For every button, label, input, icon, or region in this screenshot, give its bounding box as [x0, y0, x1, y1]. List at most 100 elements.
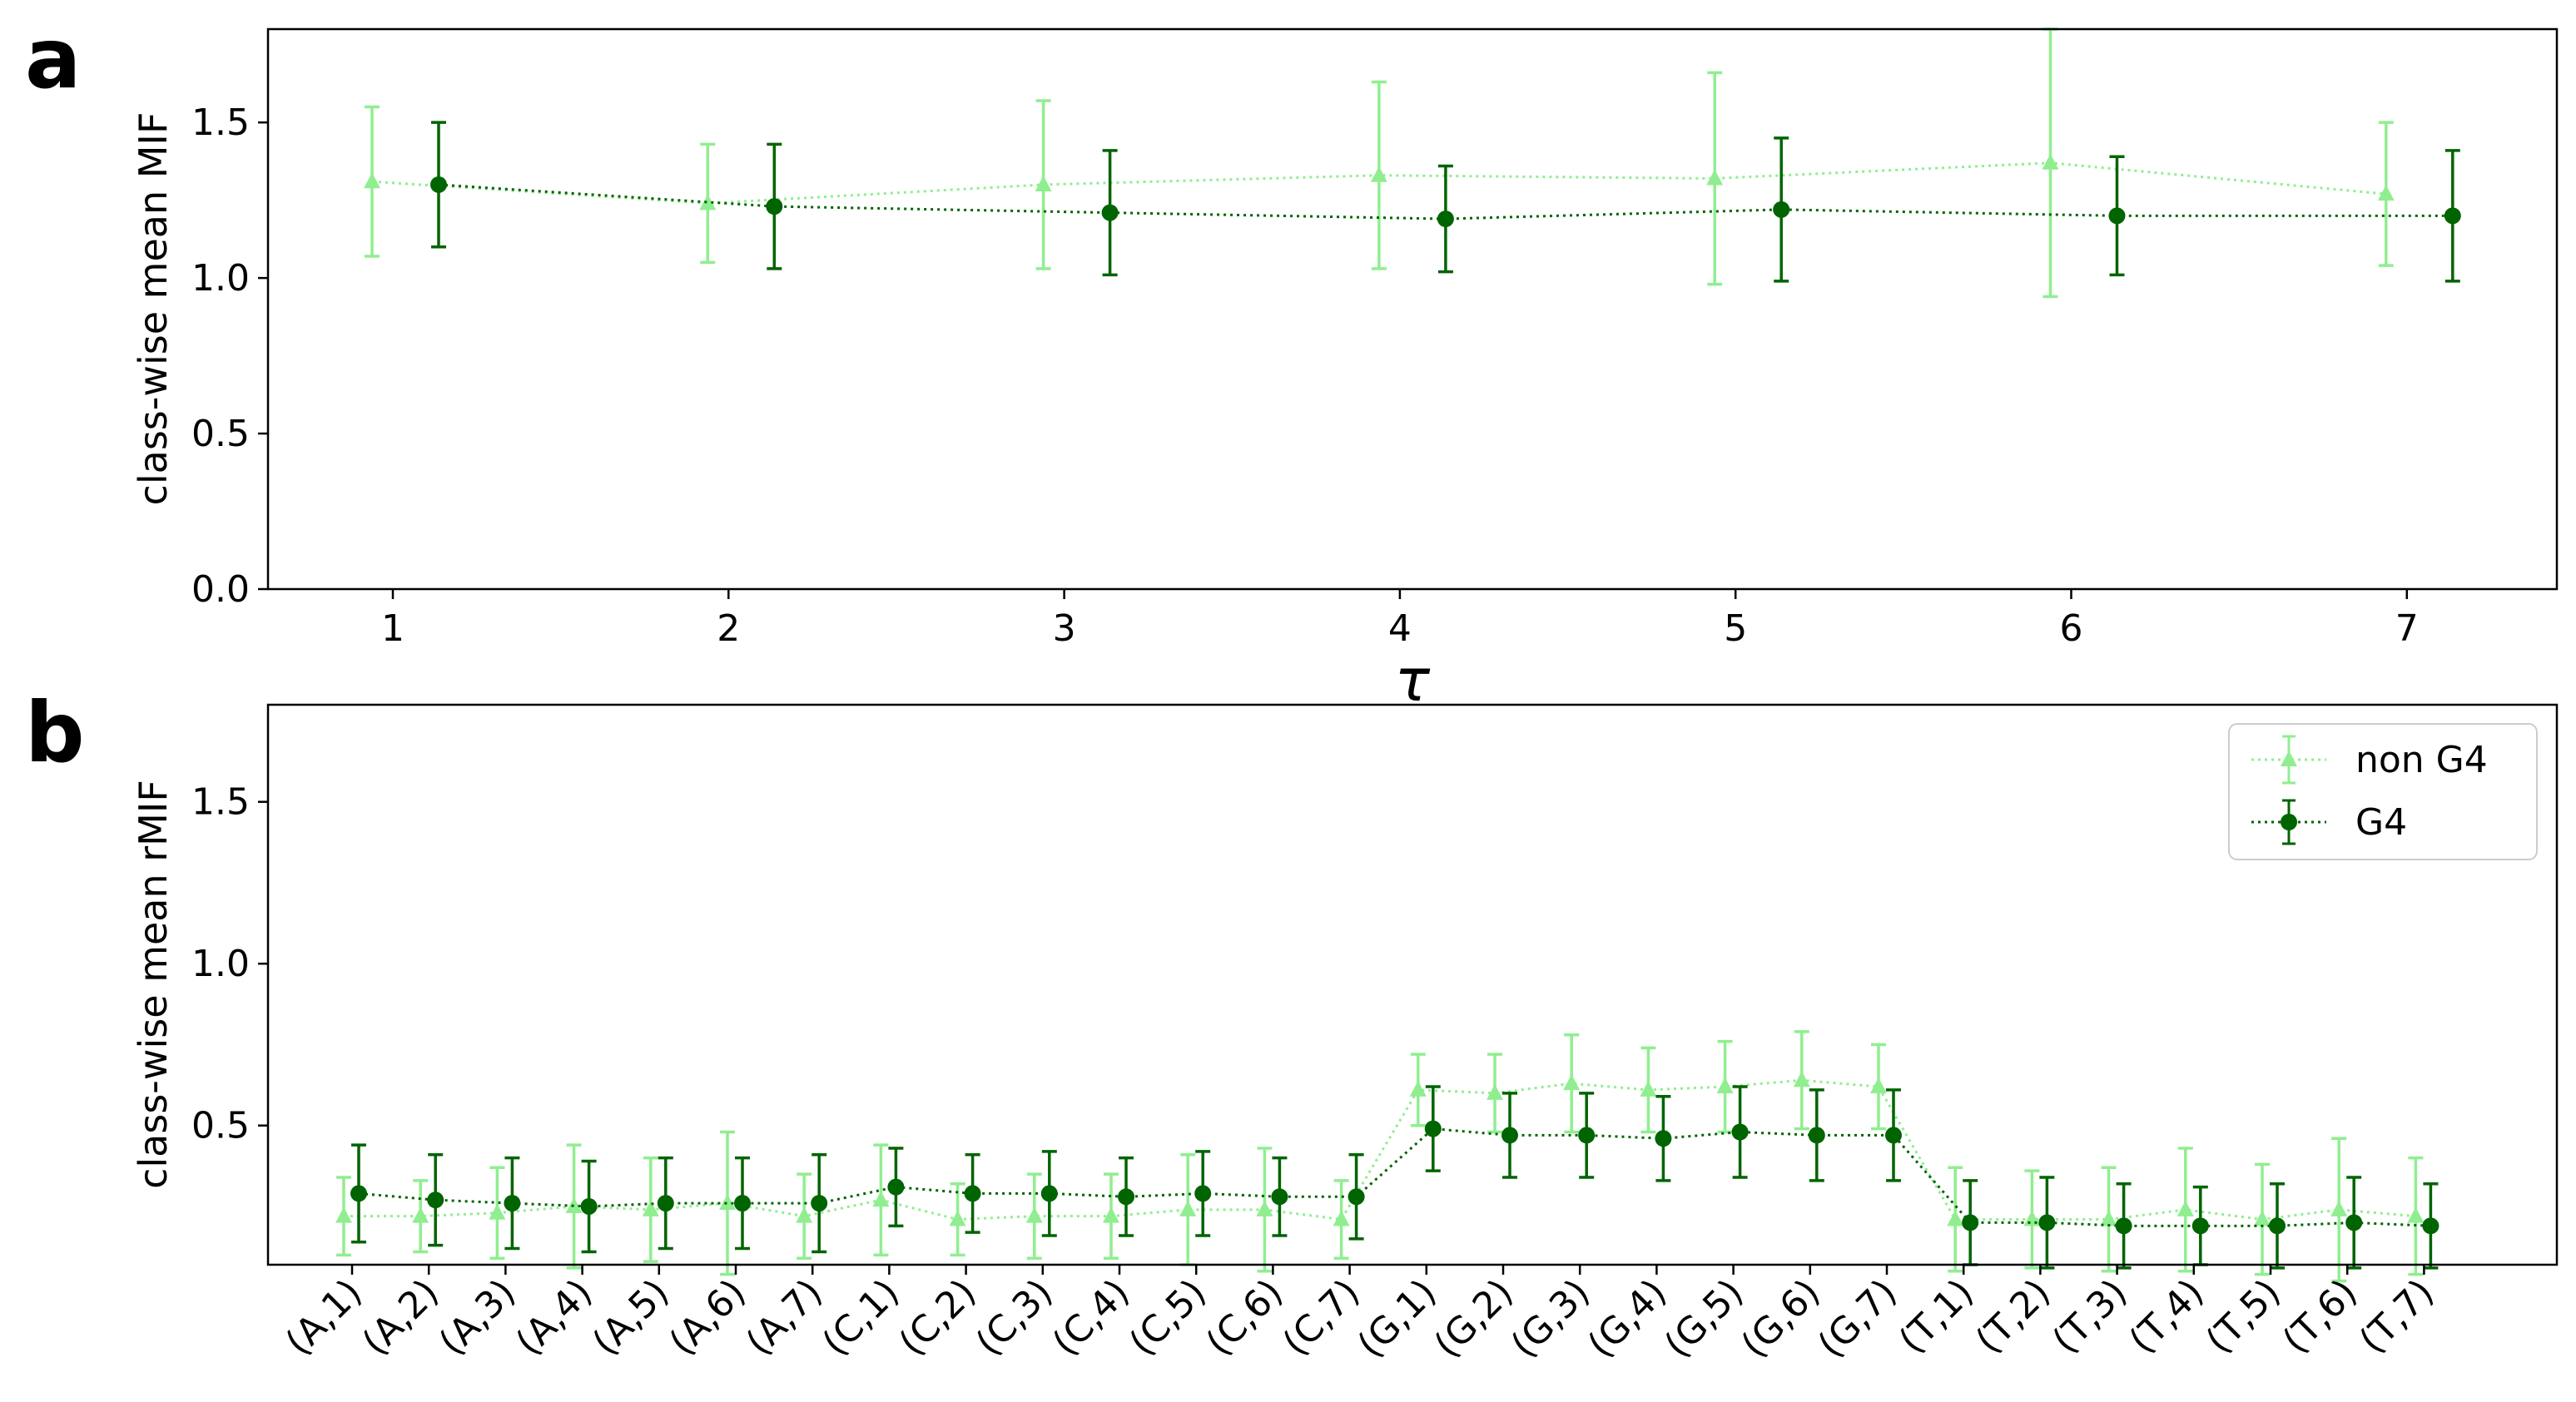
x-tick-label: (A,5): [584, 1271, 677, 1364]
data-point-triangle: [1706, 169, 1724, 186]
data-point-triangle: [1035, 175, 1052, 191]
data-point-circle: [1773, 201, 1790, 218]
data-point-circle: [1655, 1130, 1672, 1147]
x-tick-label: (C,2): [891, 1271, 985, 1365]
x-tick-label: 6: [2060, 607, 2083, 650]
data-point-triangle: [796, 1206, 813, 1223]
x-tick-label: (C,6): [1198, 1271, 1291, 1365]
data-point-triangle: [1179, 1200, 1197, 1216]
x-tick-label: 4: [1388, 607, 1412, 650]
data-point-circle: [2444, 207, 2461, 225]
data-point-triangle: [642, 1200, 659, 1216]
data-point-triangle: [2407, 1206, 2425, 1223]
data-point-triangle: [412, 1206, 429, 1223]
data-point-triangle: [719, 1194, 736, 1211]
x-tick-label: (C,7): [1275, 1271, 1368, 1365]
data-point-circle: [1424, 1120, 1442, 1137]
panel-a-y-axis-label: class-wise mean MIF: [131, 112, 176, 506]
data-point-triangle: [1563, 1074, 1581, 1091]
panel-b-frame: [266, 703, 2559, 1266]
data-point-triangle: [2254, 1210, 2271, 1226]
panel-b-axes: 0.51.01.5(A,1)(A,2)(A,3)(A,4)(A,5)(A,6)(…: [191, 781, 2442, 1366]
data-point-triangle: [1333, 1210, 1350, 1226]
x-tick-label: (A,1): [277, 1271, 370, 1364]
x-tick-label: (T,2): [1968, 1271, 2058, 1362]
data-point-circle: [887, 1178, 905, 1196]
panel-b-y-axis-label: class-wise mean rMIF: [131, 780, 176, 1189]
data-point-triangle: [565, 1196, 583, 1213]
legend-triangle-marker: [2281, 751, 2297, 766]
x-tick-label: (T,5): [2198, 1271, 2289, 1362]
data-point-circle: [2422, 1217, 2440, 1235]
x-tick-label: (G,5): [1656, 1271, 1751, 1366]
y-tick-label: 0.5: [191, 1105, 250, 1147]
data-point-triangle: [335, 1206, 352, 1223]
panel-a-x-axis-label: τ: [1395, 647, 1431, 715]
panel-b-marks: [335, 1030, 2440, 1283]
y-tick-label: 0.5: [191, 413, 250, 455]
legend-item-non-g4: non G4: [2251, 735, 2488, 785]
data-point-circle: [2345, 1214, 2363, 1231]
x-tick-label: (G,4): [1580, 1271, 1675, 1366]
x-tick-label: 1: [381, 607, 405, 650]
data-point-circle: [1101, 204, 1119, 221]
data-point-circle: [1437, 211, 1454, 228]
panel-a-axes: 0.0 0.5 1.0 1.5 1 2 3 4 5 6 7: [191, 102, 2419, 650]
data-point-circle: [1040, 1185, 1058, 1202]
legend-label-non-g4: non G4: [2355, 739, 2488, 781]
data-point-circle: [2115, 1217, 2132, 1235]
data-point-triangle: [2377, 185, 2395, 201]
data-point-triangle: [1947, 1210, 1964, 1226]
data-point-circle: [1194, 1185, 1212, 1202]
legend: non G4 G4: [2228, 723, 2538, 860]
data-point-circle: [1731, 1123, 1749, 1141]
panel-b-chart: 0.51.01.5(A,1)(A,2)(A,3)(A,4)(A,5)(A,6)(…: [131, 703, 2559, 1366]
data-point-circle: [1501, 1127, 1518, 1144]
data-point-triangle: [2100, 1210, 2117, 1226]
panel-a-marks: [364, 27, 2461, 299]
data-point-circle: [2038, 1214, 2056, 1231]
data-point-circle: [1578, 1127, 1596, 1144]
data-point-circle: [964, 1185, 981, 1202]
data-point-triangle: [1370, 166, 1387, 182]
data-point-triangle: [1793, 1071, 1810, 1087]
x-tick-label: 3: [1053, 607, 1076, 650]
panel-a-letter: a: [25, 10, 81, 107]
data-point-triangle: [872, 1191, 890, 1207]
data-point-circle: [430, 176, 447, 193]
data-point-circle: [1962, 1214, 1979, 1231]
data-point-triangle: [1409, 1080, 1427, 1097]
x-tick-label: (G,7): [1810, 1271, 1905, 1366]
x-tick-label: (A,7): [738, 1271, 831, 1364]
x-tick-label: (G,1): [1349, 1271, 1444, 1366]
data-point-circle: [734, 1195, 751, 1212]
x-tick-label: 2: [717, 607, 740, 650]
panel-a-frame: [266, 27, 2559, 591]
data-point-triangle: [949, 1210, 966, 1226]
x-tick-label: (C,3): [968, 1271, 1061, 1365]
data-point-circle: [350, 1185, 367, 1202]
data-point-circle: [1885, 1127, 1902, 1144]
x-tick-label: (A,2): [355, 1271, 447, 1364]
x-tick-label: (T,3): [2044, 1271, 2135, 1362]
x-tick-label: (C,5): [1121, 1271, 1214, 1365]
data-point-triangle: [1870, 1078, 1887, 1094]
x-tick-label: (T,7): [2351, 1271, 2442, 1362]
legend-label-g4: G4: [2355, 801, 2407, 844]
x-tick-label: (T,6): [2275, 1271, 2365, 1362]
x-tick-label: (C,4): [1045, 1271, 1138, 1365]
data-point-triangle: [1103, 1206, 1119, 1223]
legend-circle-marker: [2281, 814, 2297, 830]
x-tick-label: (T,1): [1891, 1271, 1982, 1362]
data-point-circle: [1808, 1127, 1825, 1144]
x-tick-label: (A,4): [508, 1271, 600, 1364]
x-tick-label: (A,3): [431, 1271, 524, 1364]
data-point-triangle: [2042, 153, 2059, 170]
x-tick-label: (G,3): [1503, 1271, 1598, 1366]
data-point-triangle: [489, 1203, 506, 1220]
panel-a-chart: 0.00.51.01.51 2 3 4 5 6 7 class-wise mean MIF …: [131, 27, 2559, 715]
y-tick-label: 1.5: [191, 102, 250, 144]
y-tick-label: 1.0: [191, 943, 250, 985]
data-point-circle: [2108, 207, 2126, 225]
